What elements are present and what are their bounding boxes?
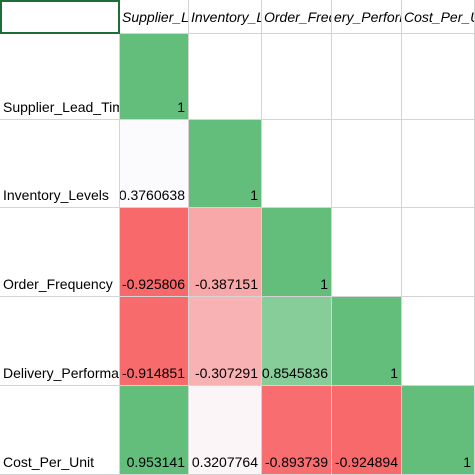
correlation-cell[interactable]: 0.3760638: [120, 120, 189, 208]
corner-cell[interactable]: [0, 0, 120, 34]
column-header[interactable]: Inventory_Leve: [189, 0, 262, 34]
correlation-cell[interactable]: -0.893739: [262, 386, 332, 475]
correlation-cell[interactable]: [402, 208, 475, 297]
correlation-cell[interactable]: -0.925806: [120, 208, 189, 297]
correlation-cell[interactable]: 1: [332, 297, 402, 386]
row-label[interactable]: Order_Frequency: [0, 208, 120, 297]
correlation-cell[interactable]: 1: [120, 34, 189, 120]
correlation-cell[interactable]: [332, 34, 402, 120]
correlation-cell[interactable]: [189, 34, 262, 120]
correlation-cell[interactable]: 1: [402, 386, 475, 475]
correlation-cell[interactable]: 0.8545836: [262, 297, 332, 386]
correlation-cell[interactable]: 0.3207764: [189, 386, 262, 475]
correlation-cell[interactable]: 1: [189, 120, 262, 208]
correlation-cell[interactable]: 1: [262, 208, 332, 297]
row-label[interactable]: Inventory_Levels: [0, 120, 120, 208]
row-label[interactable]: Cost_Per_Unit: [0, 386, 120, 475]
correlation-cell[interactable]: -0.307291: [189, 297, 262, 386]
column-header[interactable]: Supplier_Lead_T: [120, 0, 189, 34]
row-label[interactable]: Delivery_Performance: [0, 297, 120, 386]
correlation-cell[interactable]: 0.953141: [120, 386, 189, 475]
correlation-cell[interactable]: [402, 34, 475, 120]
correlation-cell[interactable]: [402, 120, 475, 208]
row-label[interactable]: Supplier_Lead_Time: [0, 34, 120, 120]
correlation-cell[interactable]: -0.914851: [120, 297, 189, 386]
column-header[interactable]: Order_Frequen: [262, 0, 332, 34]
correlation-cell[interactable]: [332, 208, 402, 297]
correlation-cell[interactable]: [402, 297, 475, 386]
correlation-cell[interactable]: -0.924894: [332, 386, 402, 475]
column-header[interactable]: ery_Performan: [332, 0, 402, 34]
correlation-cell[interactable]: [332, 120, 402, 208]
correlation-cell[interactable]: [262, 34, 332, 120]
correlation-cell[interactable]: -0.387151: [189, 208, 262, 297]
correlation-cell[interactable]: [262, 120, 332, 208]
column-header[interactable]: Cost_Per_Unit: [402, 0, 475, 34]
